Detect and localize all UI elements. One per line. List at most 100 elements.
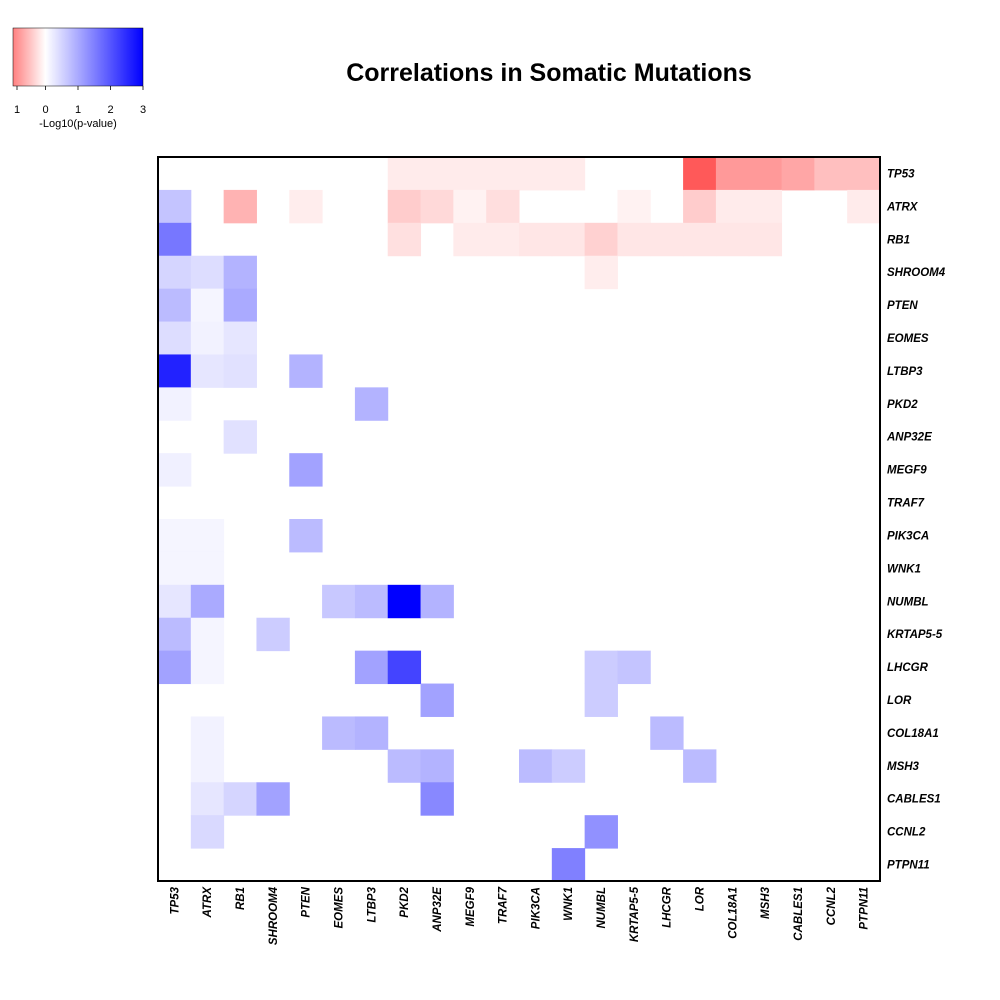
heatmap-cell <box>453 157 487 191</box>
column-label: PTPN11 <box>859 887 871 930</box>
row-label: ANP32E <box>886 432 932 444</box>
heatmap-cell <box>289 189 323 224</box>
column-label: PIK3CA <box>530 887 542 929</box>
row-label: CABLES1 <box>887 794 941 806</box>
heatmap-cell <box>354 387 389 421</box>
heatmap-cell <box>158 453 192 487</box>
column-labels: TP53 ATRX RB1 SHROOM4 PTEN EOMES LTBP3 PKD2 ANP3… <box>169 886 870 945</box>
heatmap-cell <box>354 650 389 685</box>
heatmap-cell <box>190 815 225 849</box>
heatmap-cell <box>617 189 651 224</box>
heatmap-cell <box>190 617 225 652</box>
heatmap-cell <box>748 157 783 191</box>
heatmap-cell <box>781 157 815 191</box>
heatmap-cell <box>486 157 520 191</box>
heatmap-cell <box>190 255 225 290</box>
heatmap-cell <box>387 650 422 685</box>
row-label: TP53 <box>887 168 915 180</box>
heatmap-cell <box>387 222 422 257</box>
heatmap-cell <box>453 189 487 224</box>
legend-color-bar <box>12 27 144 87</box>
heatmap-cell <box>158 222 192 257</box>
row-label: LHCGR <box>887 662 929 674</box>
heatmap-cell <box>190 782 225 816</box>
heatmap-cell <box>158 584 192 619</box>
heatmap-cell <box>223 782 257 816</box>
heatmap-cell <box>748 222 783 257</box>
heatmap-cell <box>650 222 684 257</box>
legend-ticks: 1 0 1 2 3 <box>14 86 146 116</box>
heatmap-cell <box>715 189 750 224</box>
heatmap-cells <box>158 157 881 882</box>
heatmap-cell <box>223 189 257 224</box>
heatmap-cell <box>289 354 323 388</box>
heatmap-cell <box>617 222 651 257</box>
legend-tick-label: 0 <box>42 104 48 116</box>
heatmap-cell <box>223 354 257 388</box>
column-label: CABLES1 <box>793 887 805 941</box>
column-label: PKD2 <box>399 886 411 917</box>
heatmap-cell <box>847 157 881 191</box>
heatmap-cell <box>354 716 389 750</box>
heatmap-cell <box>551 848 586 882</box>
row-label: KRTAP5-5 <box>887 629 943 641</box>
heatmap-cell <box>748 189 783 224</box>
heatmap-cell <box>158 321 192 355</box>
heatmap-cell <box>322 716 356 750</box>
heatmap-cell <box>387 189 422 224</box>
legend-tick-label: 1 <box>75 104 81 116</box>
heatmap-cell <box>420 584 454 619</box>
heatmap-cell <box>256 782 290 816</box>
heatmap-cell <box>847 189 881 224</box>
heatmap-cell <box>158 255 192 290</box>
heatmap-cell <box>322 584 356 619</box>
heatmap-cell <box>584 815 618 849</box>
column-label: MSH3 <box>760 886 772 919</box>
heatmap-cell <box>190 321 225 355</box>
row-label: CCNL2 <box>887 827 926 839</box>
heatmap-cell <box>420 157 454 191</box>
row-labels: TP53 ATRX RB1 SHROOM4 PTEN EOMES LTBP3 PKD2 ANP3… <box>886 168 946 871</box>
column-label: NUMBL <box>596 887 608 929</box>
column-label: CCNL2 <box>826 886 838 925</box>
heatmap-cell <box>584 650 618 685</box>
heatmap-cell <box>223 321 257 355</box>
heatmap-cell <box>190 519 225 553</box>
heatmap-cell <box>519 222 553 257</box>
heatmap-cell <box>190 354 225 388</box>
heatmap-cell <box>420 683 454 717</box>
row-label: NUMBL <box>887 596 929 608</box>
row-label: SHROOM4 <box>887 267 946 279</box>
chart-title: Correlations in Somatic Mutations <box>346 59 752 87</box>
heatmap-cell <box>158 189 192 224</box>
heatmap-cell <box>190 650 225 685</box>
heatmap-cell <box>223 288 257 323</box>
heatmap-cell <box>289 519 323 553</box>
heatmap-cell <box>683 749 717 783</box>
legend-tick-label: 2 <box>107 104 113 116</box>
heatmap-cell <box>420 189 454 224</box>
row-label: PTPN11 <box>887 860 930 872</box>
heatmap-cell <box>420 749 454 783</box>
row-label: PKD2 <box>887 399 918 411</box>
heatmap-cell <box>584 255 618 290</box>
heatmap-cell <box>190 288 225 323</box>
row-label: WNK1 <box>887 563 921 575</box>
column-label: SHROOM4 <box>268 886 280 945</box>
heatmap-cell <box>190 551 225 586</box>
column-label: KRTAP5-5 <box>629 886 641 942</box>
heatmap-cell <box>387 157 422 191</box>
heatmap-cell <box>486 222 520 257</box>
heatmap-cell <box>158 617 192 652</box>
column-label: LHCGR <box>662 886 674 928</box>
row-label: PIK3CA <box>887 530 929 542</box>
heatmap-cell <box>814 157 848 191</box>
heatmap-cell <box>289 453 323 487</box>
column-label: TRAF7 <box>498 886 510 924</box>
column-label: LOR <box>695 886 707 911</box>
column-label: MEGF9 <box>465 886 477 926</box>
row-label: MSH3 <box>887 761 920 773</box>
row-label: TRAF7 <box>887 498 925 510</box>
heatmap-cell <box>190 584 225 619</box>
row-label: MEGF9 <box>887 465 927 477</box>
